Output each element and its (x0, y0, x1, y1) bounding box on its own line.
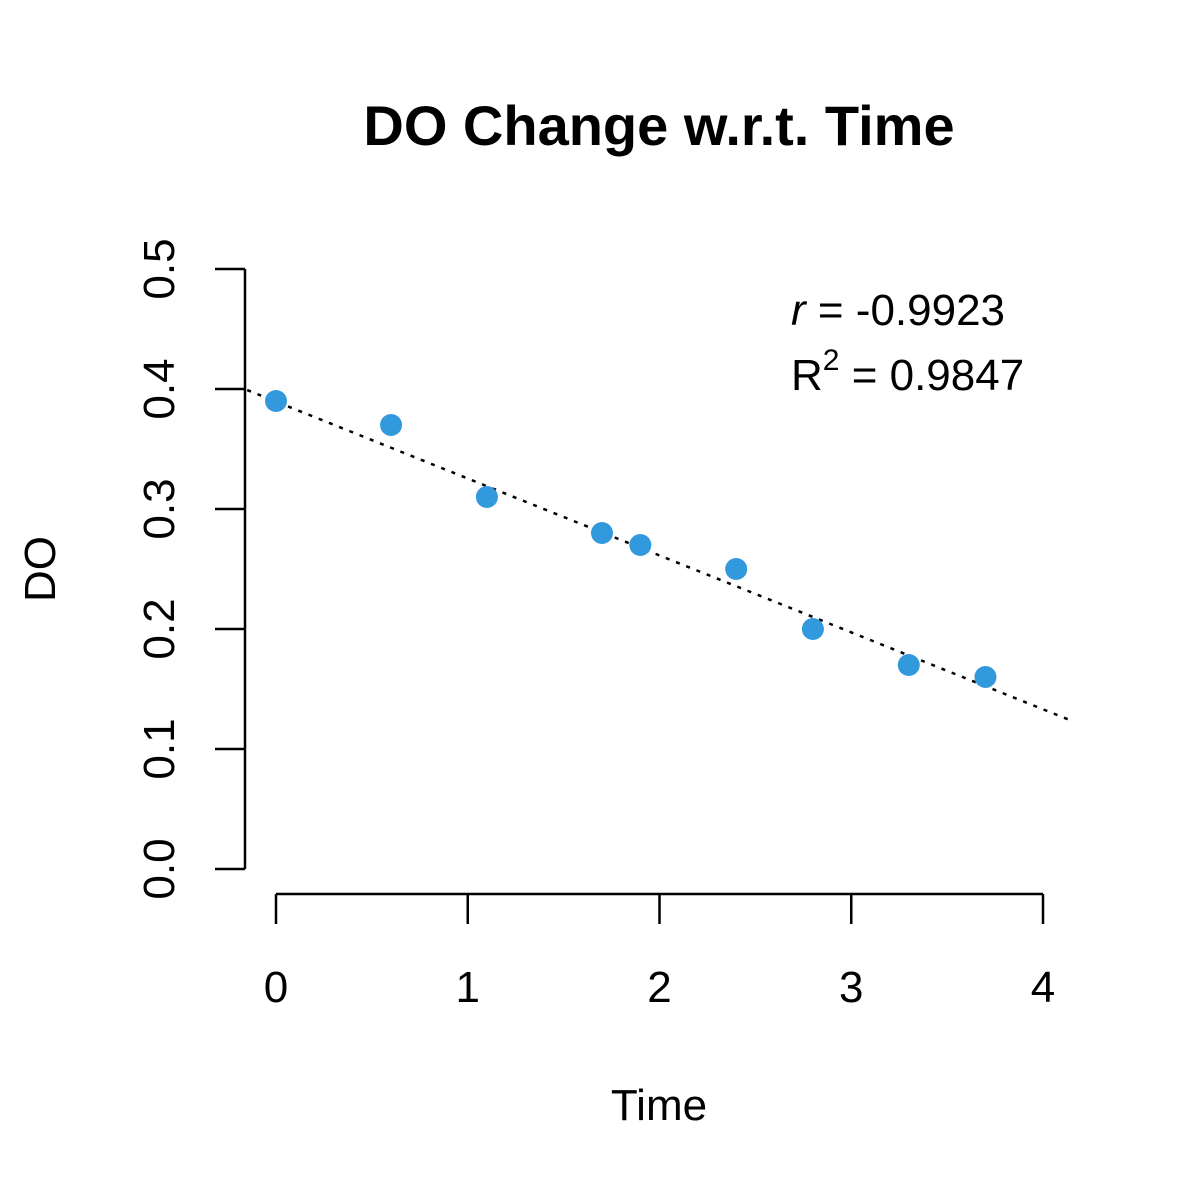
regression-fit-line (246, 388, 1069, 721)
y-tick-label: 0.0 (135, 838, 184, 899)
data-point (265, 390, 287, 412)
r2-symbol: R (791, 351, 823, 400)
x-tick-label: 0 (264, 963, 288, 1012)
y-tick-label: 0.4 (135, 358, 184, 419)
r2-annotation: R2 = 0.9847 (791, 344, 1024, 400)
data-point (590, 522, 613, 544)
y-tick-label: 0.2 (135, 598, 184, 659)
x-axis-label: Time (611, 1081, 707, 1130)
correlation-annotation: r = -0.9923 R2 = 0.9847 (791, 286, 1024, 400)
r2-value: = 0.9847 (839, 351, 1024, 400)
chart-title: DO Change w.r.t. Time (363, 94, 954, 157)
y-axis: 0.0 0.1 0.2 0.3 0.4 0.5 (135, 238, 247, 900)
r-value: = -0.9923 (806, 286, 1005, 335)
r-annotation: r = -0.9923 (791, 286, 1005, 335)
data-point (725, 558, 748, 580)
x-tick-label: 4 (1031, 963, 1055, 1012)
data-point (801, 618, 824, 640)
r2-superscript: 2 (823, 344, 840, 377)
data-point (897, 654, 920, 676)
y-axis-label: DO (16, 536, 65, 602)
y-tick-label: 0.1 (135, 718, 184, 779)
x-tick-label: 3 (839, 963, 863, 1012)
x-tick-label: 1 (456, 963, 480, 1012)
x-tick-label: 2 (647, 963, 671, 1012)
r-symbol: r (791, 286, 808, 335)
data-point (475, 486, 498, 508)
data-points (265, 390, 997, 688)
data-point (380, 414, 403, 436)
y-tick-label: 0.3 (135, 478, 184, 539)
data-point (629, 534, 652, 556)
x-axis: 0 1 2 3 4 (264, 892, 1055, 1012)
y-tick-label: 0.5 (135, 238, 184, 299)
data-point (974, 666, 997, 688)
